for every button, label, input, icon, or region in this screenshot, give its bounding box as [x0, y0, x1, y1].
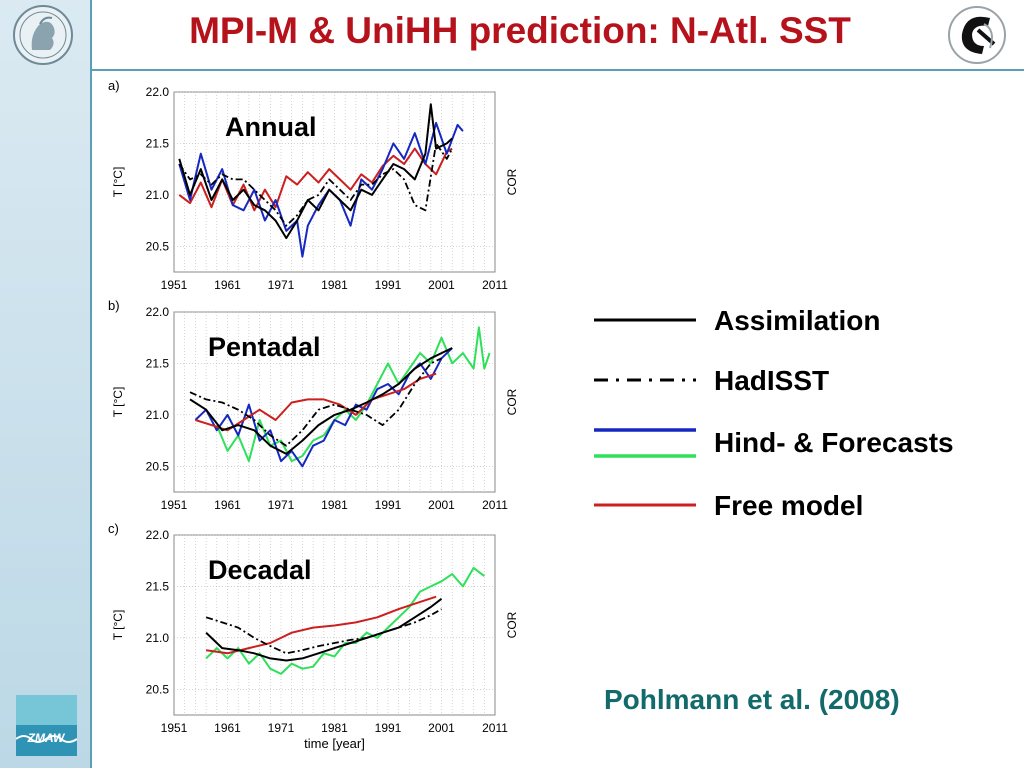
x-tick-label: 2001	[428, 498, 455, 512]
series-line	[189, 357, 442, 447]
series-line	[215, 326, 491, 463]
y-tick-label: 20.5	[146, 239, 170, 253]
institute-logo	[948, 6, 1006, 64]
x-tick-label: 1961	[214, 278, 241, 292]
legend-label: HadISST	[714, 365, 829, 396]
series-line	[178, 103, 453, 240]
sidebar-band	[0, 0, 92, 768]
y-axis-label: T [°C]	[111, 167, 125, 198]
x-tick-label: 1971	[268, 498, 295, 512]
x-tick-label: 2011	[482, 498, 508, 512]
y-tick-label: 22.0	[146, 85, 170, 99]
x-tick-label: 1991	[375, 498, 402, 512]
header-divider	[92, 69, 1024, 71]
citation: Pohlmann et al. (2008)	[604, 684, 900, 715]
x-tick-label: 1971	[268, 278, 295, 292]
y2-axis-label: COR	[505, 388, 519, 415]
chart-panel-2: 22.0 21.5 21.0 20.5 1951 1961 1971 1981 1991 2001…	[108, 298, 519, 512]
y-tick-label: 20.5	[146, 459, 170, 473]
series-line	[189, 347, 453, 455]
y-tick-label: 21.5	[146, 136, 170, 150]
x-tick-label: 2011	[482, 278, 508, 292]
x-tick-label: 1981	[321, 721, 348, 735]
y-tick-label: 22.0	[146, 528, 170, 542]
y2-axis-label: COR	[505, 168, 519, 195]
legend-label: Free model	[714, 490, 863, 521]
legend-item: Assimilation	[594, 305, 880, 336]
x-tick-label: 1991	[375, 278, 402, 292]
x-axis-label: time [year]	[304, 736, 365, 751]
chart-legend: Assimilation HadISST Hind- & Forecasts Free…	[594, 305, 954, 521]
series-line	[178, 142, 453, 227]
legend-label: Assimilation	[714, 305, 880, 336]
x-tick-label: 2001	[428, 278, 455, 292]
series-line	[205, 608, 442, 655]
x-tick-label: 1991	[375, 721, 402, 735]
zmaw-logo-text: ZMAW	[27, 731, 66, 745]
panel-letter: b)	[108, 298, 120, 313]
legend-item: Hind- & Forecasts	[594, 427, 954, 458]
y-tick-label: 21.0	[146, 188, 170, 202]
panel-title: Decadal	[208, 555, 312, 585]
y-axis-label: T [°C]	[111, 387, 125, 418]
series-line	[205, 595, 437, 655]
y2-axis-label: COR	[505, 611, 519, 638]
y-tick-label: 21.5	[146, 579, 170, 593]
sst-charts: 22.0 21.5 21.0 20.5 1951 1961 1971 1981 1991 2001…	[108, 78, 519, 751]
panel-title: Pentadal	[208, 332, 321, 362]
x-tick-label: 1971	[268, 721, 295, 735]
y-tick-label: 22.0	[146, 305, 170, 319]
x-tick-label: 1951	[161, 721, 188, 735]
panel-title: Annual	[225, 112, 317, 142]
series-line	[205, 566, 485, 675]
zmaw-logo: ZMAW	[16, 695, 77, 756]
y-tick-label: 21.5	[146, 356, 170, 370]
x-tick-label: 1961	[214, 498, 241, 512]
chart-panel-3: 22.0 21.5 21.0 20.5 1951 1961 1971 1981 1991 2001…	[108, 521, 519, 751]
y-tick-label: 20.5	[146, 682, 170, 696]
legend-item: HadISST	[594, 365, 829, 396]
mpg-minerva-logo	[13, 5, 73, 65]
panel-letter: a)	[108, 78, 120, 93]
y-tick-label: 21.0	[146, 631, 170, 645]
legend-label: Hind- & Forecasts	[714, 427, 954, 458]
y-axis-label: T [°C]	[111, 610, 125, 641]
x-tick-label: 1951	[161, 498, 188, 512]
x-tick-label: 1981	[321, 498, 348, 512]
x-tick-label: 2011	[482, 721, 508, 735]
x-tick-label: 1951	[161, 278, 188, 292]
x-tick-label: 1961	[214, 721, 241, 735]
slide-title: MPI-M & UniHH prediction: N-Atl. SST	[189, 10, 851, 51]
panel-letter: c)	[108, 521, 119, 536]
x-tick-label: 1981	[321, 278, 348, 292]
legend-item: Free model	[594, 490, 863, 521]
x-tick-label: 2001	[428, 721, 455, 735]
series-line	[205, 598, 443, 662]
chart-panel-1: 22.0 21.5 21.0 20.5 1951 1961 1971 1981 1991 2001…	[108, 78, 519, 292]
y-tick-label: 21.0	[146, 408, 170, 422]
